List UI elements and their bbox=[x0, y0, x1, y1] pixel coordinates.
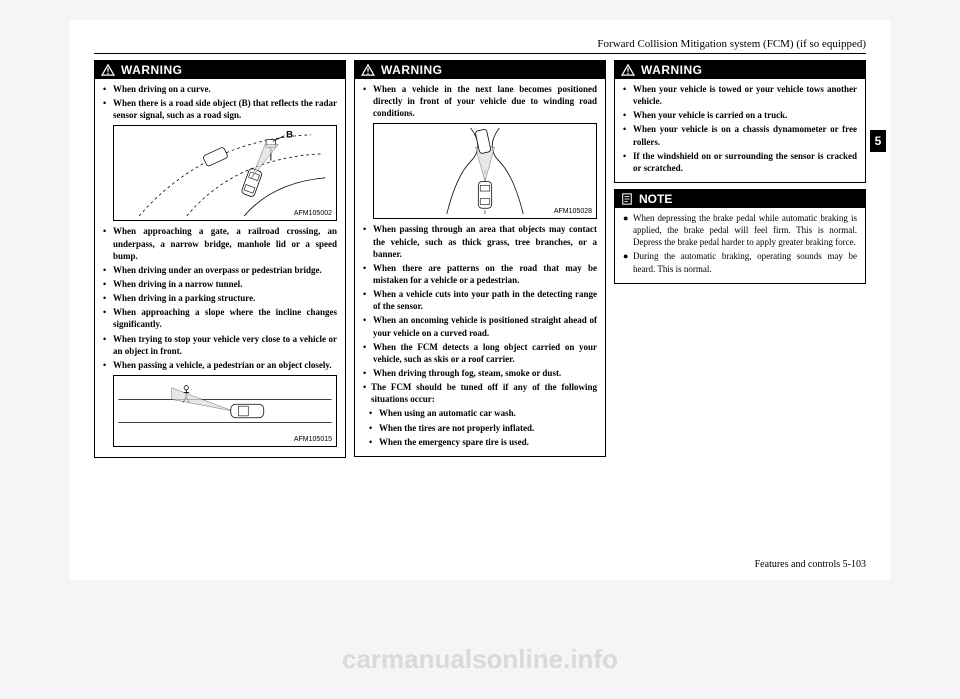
list-item: When driving on a curve. bbox=[103, 83, 337, 95]
note-item: During the automatic braking, operating … bbox=[623, 250, 857, 274]
list-item: When there are patterns on the road that… bbox=[363, 262, 597, 286]
column-2: WARNING When a vehicle in the next lane … bbox=[354, 60, 606, 555]
list-item: If the windshield on or surrounding the … bbox=[623, 150, 857, 174]
list-item-lead: The FCM should be tuned off if any of th… bbox=[363, 381, 597, 405]
warning-header-2: WARNING bbox=[355, 61, 605, 79]
warning-box-2: WARNING When a vehicle in the next lane … bbox=[354, 60, 606, 457]
list-item: When driving under an overpass or pedest… bbox=[103, 264, 337, 276]
list-item: When passing through an area that object… bbox=[363, 223, 597, 259]
warning-title: WARNING bbox=[121, 63, 183, 77]
note-box: NOTE When depressing the brake pedal whi… bbox=[614, 189, 866, 284]
page-footer: Features and controls 5-103 bbox=[94, 559, 866, 570]
list-item: When the tires are not properly inflated… bbox=[369, 422, 597, 434]
note-header: NOTE bbox=[615, 190, 865, 208]
column-3: WARNING When your vehicle is towed or yo… bbox=[614, 60, 866, 555]
figure-passing: AFM105015 bbox=[113, 375, 337, 447]
note-body: When depressing the brake pedal while au… bbox=[615, 208, 865, 283]
figure-label: AFM105015 bbox=[294, 435, 332, 444]
column-1: WARNING When driving on a curve. When th… bbox=[94, 60, 346, 555]
warning-icon bbox=[101, 64, 115, 76]
list-item: When trying to stop your vehicle very cl… bbox=[103, 333, 337, 357]
list-item: When there is a road side object (B) tha… bbox=[103, 97, 337, 121]
warning-title: WARNING bbox=[381, 63, 443, 77]
warning-body-3: When your vehicle is towed or your vehic… bbox=[615, 79, 865, 182]
warning-header-3: WARNING bbox=[615, 61, 865, 79]
note-item: When depressing the brake pedal while au… bbox=[623, 212, 857, 248]
warning-icon bbox=[621, 64, 635, 76]
list-item: When the FCM detects a long object carri… bbox=[363, 341, 597, 365]
warning-body-1: When driving on a curve. When there is a… bbox=[95, 79, 345, 457]
list-item: When approaching a gate, a railroad cros… bbox=[103, 225, 337, 261]
columns: WARNING When driving on a curve. When th… bbox=[94, 60, 866, 555]
list-item: When a vehicle cuts into your path in th… bbox=[363, 288, 597, 312]
warning-body-2: When a vehicle in the next lane becomes … bbox=[355, 79, 605, 456]
list-item: When your vehicle is towed or your vehic… bbox=[623, 83, 857, 107]
list-item: When your vehicle is on a chassis dynamo… bbox=[623, 123, 857, 147]
figure-winding: AFM105028 bbox=[373, 123, 597, 219]
list-item: When driving in a narrow tunnel. bbox=[103, 278, 337, 290]
warning-header-1: WARNING bbox=[95, 61, 345, 79]
list-item: When your vehicle is carried on a truck. bbox=[623, 109, 857, 121]
curve-diagram: B bbox=[118, 130, 332, 216]
list-item: When an oncoming vehicle is positioned s… bbox=[363, 314, 597, 338]
watermark: carmanualsonline.info bbox=[0, 644, 960, 675]
list-item: When a vehicle in the next lane becomes … bbox=[363, 83, 597, 119]
figure-curve: B AFM105002 bbox=[113, 125, 337, 221]
label-B: B bbox=[286, 130, 293, 141]
note-title: NOTE bbox=[639, 192, 672, 206]
list-item: When approaching a slope where the incli… bbox=[103, 306, 337, 330]
page-header: Forward Collision Mitigation system (FCM… bbox=[94, 38, 866, 54]
figure-label: AFM105002 bbox=[294, 209, 332, 218]
warning-box-3: WARNING When your vehicle is towed or yo… bbox=[614, 60, 866, 183]
chapter-tab: 5 bbox=[870, 130, 886, 152]
warning-title: WARNING bbox=[641, 63, 703, 77]
winding-diagram bbox=[378, 128, 592, 214]
warning-box-1: WARNING When driving on a curve. When th… bbox=[94, 60, 346, 458]
warning-icon bbox=[361, 64, 375, 76]
figure-label: AFM105028 bbox=[554, 207, 592, 216]
list-item: When driving through fog, steam, smoke o… bbox=[363, 367, 597, 379]
list-item: When using an automatic car wash. bbox=[369, 407, 597, 419]
list-item: When driving in a parking structure. bbox=[103, 292, 337, 304]
manual-page: Forward Collision Mitigation system (FCM… bbox=[70, 20, 890, 580]
passing-diagram bbox=[118, 380, 332, 442]
note-icon bbox=[621, 193, 633, 205]
list-item: When the emergency spare tire is used. bbox=[369, 436, 597, 448]
list-item: When passing a vehicle, a pedestrian or … bbox=[103, 359, 337, 371]
